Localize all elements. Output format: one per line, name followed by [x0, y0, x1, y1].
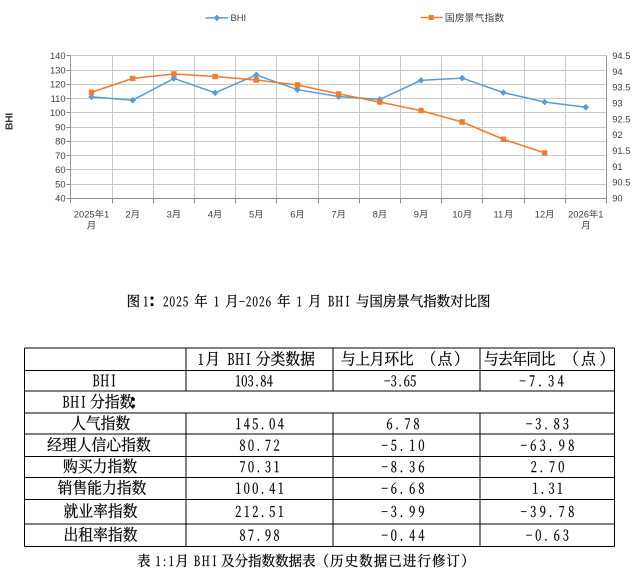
- svg-text:3: 3: [167, 208, 172, 219]
- svg-text:80: 80: [55, 136, 65, 147]
- svg-text:9: 9: [414, 208, 419, 219]
- svg-text:110: 110: [51, 93, 66, 104]
- svg-text:91: 91: [612, 161, 622, 172]
- svg-text:4: 4: [208, 208, 213, 219]
- svg-text:92: 92: [612, 129, 622, 140]
- svg-text:40: 40: [55, 193, 65, 204]
- svg-text:130: 130: [50, 64, 66, 75]
- svg-text:90: 90: [55, 121, 65, 132]
- svg-text:BHI: BHI: [5, 113, 16, 130]
- svg-text:11: 11: [494, 208, 504, 219]
- svg-text:6: 6: [290, 208, 295, 219]
- svg-text:12: 12: [535, 208, 545, 219]
- svg-text:100: 100: [50, 107, 66, 118]
- svg-text:1: 1: [104, 208, 109, 219]
- svg-text:93.5: 93.5: [612, 82, 630, 93]
- svg-text:2: 2: [125, 208, 130, 219]
- svg-text:5: 5: [249, 208, 254, 219]
- svg-text:60: 60: [55, 164, 65, 175]
- svg-text:90.5: 90.5: [612, 177, 630, 188]
- svg-text:2025: 2025: [74, 208, 95, 219]
- svg-text:94: 94: [612, 66, 622, 77]
- svg-text:90: 90: [612, 193, 622, 204]
- svg-text:1: 1: [598, 208, 603, 219]
- svg-text:BHI: BHI: [231, 12, 247, 23]
- svg-text:94.5: 94.5: [612, 50, 630, 61]
- svg-text:8: 8: [373, 208, 378, 219]
- svg-text:10: 10: [452, 208, 462, 219]
- svg-text:2026: 2026: [568, 208, 589, 219]
- svg-text:120: 120: [50, 79, 66, 90]
- svg-text:92.5: 92.5: [612, 113, 630, 124]
- svg-text:93: 93: [612, 98, 622, 109]
- svg-text:50: 50: [55, 178, 65, 189]
- svg-text:91.5: 91.5: [612, 145, 630, 156]
- svg-text:7: 7: [331, 208, 336, 219]
- svg-text:140: 140: [50, 50, 66, 61]
- svg-text:70: 70: [55, 150, 65, 161]
